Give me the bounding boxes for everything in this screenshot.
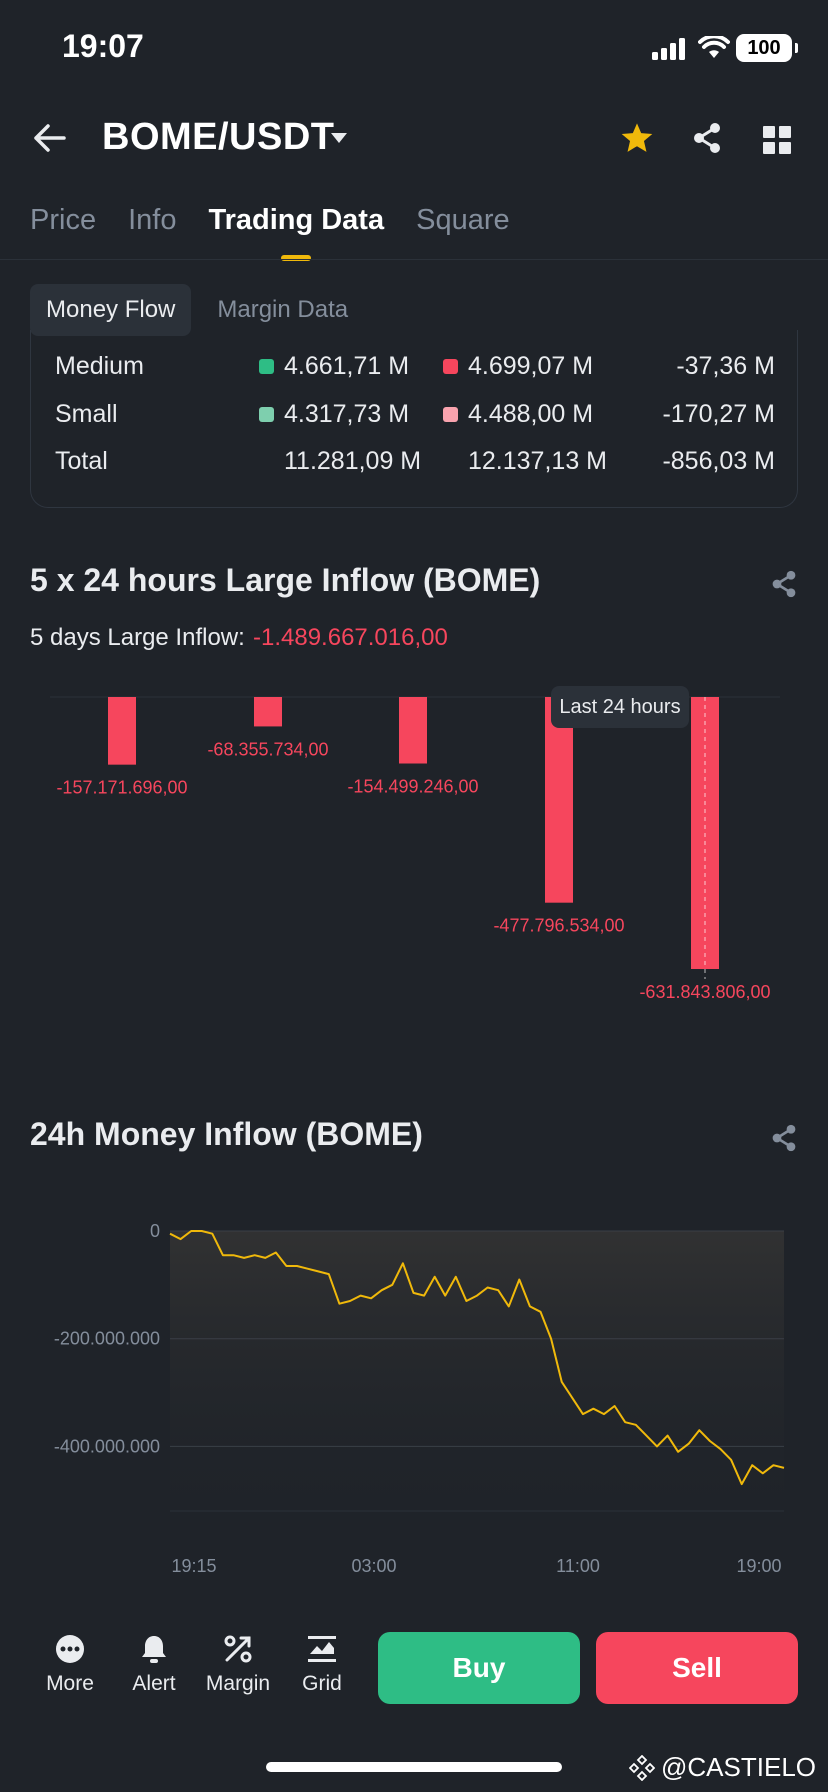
x-tick-label: 03:00 bbox=[351, 1556, 396, 1576]
bar-value-label: -631.843.806,00 bbox=[639, 982, 770, 1002]
pair-selector[interactable]: BOME/USDT bbox=[102, 116, 335, 158]
row-label: Small bbox=[55, 400, 118, 428]
outflow-swatch bbox=[443, 407, 458, 422]
nav-more[interactable]: More bbox=[30, 1634, 110, 1696]
bar-value-label: -154.499.246,00 bbox=[347, 777, 478, 797]
bell-icon bbox=[142, 1636, 166, 1663]
battery-indicator: 100 bbox=[736, 34, 798, 62]
x-tick-label: 19:15 bbox=[171, 1556, 216, 1576]
bar-value-label: -157.171.696,00 bbox=[56, 778, 187, 798]
bar[interactable] bbox=[399, 697, 427, 764]
x-tick-label: 11:00 bbox=[556, 1556, 600, 1576]
nav-label: Margin bbox=[205, 1672, 271, 1695]
table-row: Medium 4.661,71 M 4.699,07 M -37,36 M bbox=[55, 352, 775, 392]
tab-info[interactable]: Info bbox=[128, 204, 177, 236]
plot-area bbox=[170, 1231, 784, 1511]
share-icon[interactable] bbox=[770, 570, 798, 598]
net-value: -37,36 M bbox=[676, 352, 775, 380]
nav-label: Grid bbox=[302, 1672, 342, 1695]
status-time: 19:07 bbox=[62, 28, 144, 64]
inflow-value: 4.661,71 M bbox=[284, 352, 410, 380]
subtab-money-flow[interactable]: Money Flow bbox=[30, 284, 192, 336]
signal-icon bbox=[652, 38, 685, 60]
grid-icon bbox=[308, 1636, 336, 1662]
nav-label: Alert bbox=[132, 1672, 176, 1695]
tabs-divider bbox=[0, 259, 828, 260]
layout-grid-icon[interactable] bbox=[763, 126, 791, 154]
nav-alert[interactable]: Alert bbox=[114, 1634, 194, 1696]
inflow-value: 4.317,73 M bbox=[284, 400, 410, 428]
sub-tabs: Money Flow Margin Data bbox=[30, 284, 364, 336]
y-tick-label: -400.000.000 bbox=[54, 1436, 160, 1456]
sell-button[interactable]: Sell bbox=[596, 1632, 798, 1704]
buy-button[interactable]: Buy bbox=[378, 1632, 580, 1704]
share-icon[interactable] bbox=[692, 122, 722, 154]
binance-logo-icon bbox=[629, 1754, 656, 1781]
tab-square[interactable]: Square bbox=[416, 204, 510, 236]
bar-tooltip: Last 24 hours bbox=[551, 686, 689, 728]
table-row: Total 11.281,09 M 12.137,13 M -856,03 M bbox=[55, 447, 775, 487]
large-inflow-bar-chart: -157.171.696,00 -68.355.734,00 -154.499.24… bbox=[50, 696, 780, 1002]
series-line bbox=[169, 1230, 785, 1486]
star-icon[interactable] bbox=[620, 122, 654, 154]
bar-value-label: -477.796.534,00 bbox=[493, 916, 624, 936]
x-tick-label: 19:00 bbox=[736, 1556, 781, 1576]
bar[interactable] bbox=[254, 697, 282, 727]
row-label: Medium bbox=[55, 352, 144, 380]
margin-icon bbox=[224, 1635, 252, 1663]
money-flow-table: Medium 4.661,71 M 4.699,07 M -37,36 M Sm… bbox=[30, 330, 798, 508]
row-label: Total bbox=[55, 447, 108, 475]
bar[interactable] bbox=[108, 697, 136, 765]
wifi-icon bbox=[698, 36, 730, 58]
table-row: Small 4.317,73 M 4.488,00 M -170,27 M bbox=[55, 400, 775, 440]
caret-down-icon[interactable] bbox=[330, 132, 348, 144]
y-tick-label: -200.000.000 bbox=[54, 1329, 160, 1349]
money-inflow-title: 24h Money Inflow (BOME) bbox=[30, 1116, 423, 1152]
nav-margin[interactable]: Margin bbox=[198, 1634, 278, 1696]
outflow-swatch bbox=[443, 359, 458, 374]
outflow-value: 12.137,13 M bbox=[468, 447, 607, 475]
watermark-text: @CASTIELO bbox=[661, 1752, 816, 1782]
five-day-inflow-label: 5 days Large Inflow: bbox=[30, 624, 245, 651]
tab-trading-data[interactable]: Trading Data bbox=[208, 204, 385, 261]
nav-label: More bbox=[46, 1672, 94, 1695]
y-tick-label: 0 bbox=[150, 1221, 160, 1241]
share-icon[interactable] bbox=[770, 1124, 798, 1152]
tab-price[interactable]: Price bbox=[30, 204, 97, 236]
watermark: @CASTIELO bbox=[629, 1752, 816, 1783]
large-inflow-title: 5 x 24 hours Large Inflow (BOME) bbox=[30, 562, 541, 598]
main-tabs: Price Info Trading Data Square bbox=[30, 204, 510, 261]
more-icon bbox=[56, 1635, 84, 1663]
inflow-swatch bbox=[259, 407, 274, 422]
bottom-action-bar: More Alert Margin Grid Buy Sell bbox=[0, 1620, 828, 1720]
outflow-value: 4.699,07 M bbox=[468, 352, 594, 380]
net-value: -856,03 M bbox=[662, 447, 775, 475]
home-indicator[interactable] bbox=[266, 1762, 562, 1772]
outflow-value: 4.488,00 M bbox=[468, 400, 594, 428]
back-arrow-icon[interactable] bbox=[34, 124, 66, 152]
subtab-margin-data[interactable]: Margin Data bbox=[217, 296, 349, 323]
inflow-value: 11.281,09 M bbox=[284, 447, 422, 475]
inflow-swatch bbox=[259, 359, 274, 374]
money-inflow-line-chart: 0 -200.000.000 -400.000.000 19:15 03:00 11:00… bbox=[54, 1221, 785, 1576]
bar-value-label: -68.355.734,00 bbox=[207, 739, 328, 759]
net-value: -170,27 M bbox=[662, 400, 775, 428]
bar[interactable] bbox=[545, 697, 573, 903]
nav-grid[interactable]: Grid bbox=[282, 1634, 362, 1696]
five-day-inflow-value: -1.489.667.016,00 bbox=[253, 624, 448, 651]
